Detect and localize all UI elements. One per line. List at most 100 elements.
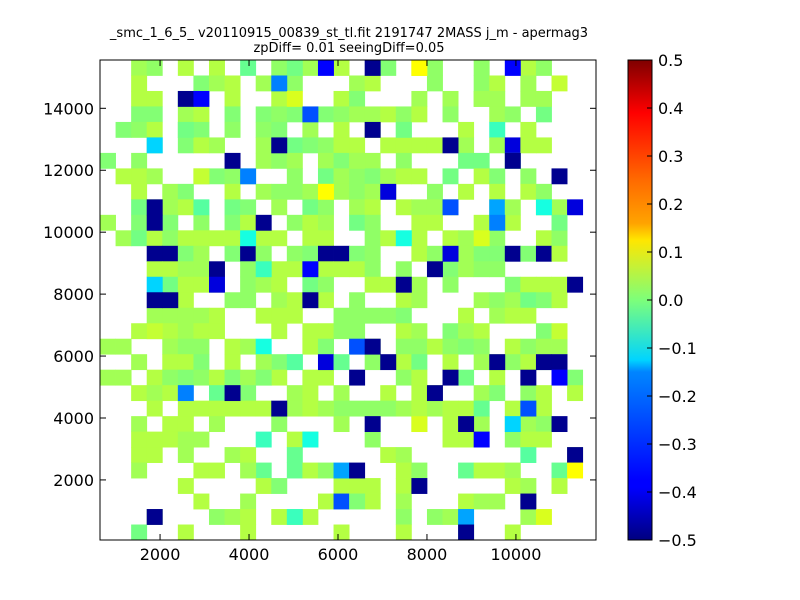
heatmap-cell — [333, 400, 350, 417]
heatmap-cell — [177, 385, 194, 402]
heatmap-cell — [177, 230, 194, 247]
heatmap-cell — [193, 121, 210, 138]
heatmap-cell — [535, 276, 552, 293]
heatmap-cell — [442, 230, 459, 247]
heatmap-cell — [240, 369, 257, 386]
heatmap-cell — [551, 416, 568, 433]
heatmap-cell — [317, 261, 334, 278]
heatmap-cell — [177, 292, 194, 309]
heatmap-cell — [411, 214, 428, 231]
heatmap-cell — [364, 276, 381, 293]
heatmap-cell — [224, 292, 241, 309]
heatmap-cell — [520, 75, 537, 92]
x-tick-label: 8000 — [407, 545, 448, 564]
heatmap-cell — [271, 509, 288, 525]
heatmap-cell — [224, 354, 241, 371]
heatmap-cell — [411, 276, 428, 293]
heatmap-cell — [458, 152, 475, 169]
heatmap-cell — [349, 400, 366, 417]
heatmap-cell — [271, 307, 288, 324]
heatmap-cell — [317, 230, 334, 247]
heatmap-cell — [131, 416, 148, 433]
heatmap-cell — [551, 230, 568, 247]
heatmap-cell — [504, 431, 521, 448]
heatmap-cell — [489, 245, 506, 262]
heatmap-cell — [473, 75, 490, 92]
heatmap-cell — [426, 261, 443, 278]
heatmap-cell — [162, 431, 179, 448]
heatmap-cell — [255, 106, 272, 123]
heatmap-cell — [395, 369, 412, 386]
heatmap-cell — [115, 230, 132, 247]
heatmap-cell — [380, 354, 397, 371]
heatmap-cell — [504, 338, 521, 355]
heatmap-cell — [380, 60, 397, 76]
heatmap-cell — [302, 183, 319, 200]
heatmap-cell — [177, 369, 194, 386]
colorbar-axis: 0.5 0.4 0.3 0.2 0.1 0.0 −0.1 −0.2 −0.3 −0.4 −0.5 — [647, 51, 697, 550]
heatmap-cell — [411, 60, 428, 76]
heatmap-cell — [286, 307, 303, 324]
heatmap-cell — [473, 168, 490, 185]
heatmap-cell — [504, 106, 521, 123]
heatmap-cell — [442, 416, 459, 433]
colorbar-tick-label: −0.2 — [658, 387, 697, 406]
heatmap-cell — [286, 261, 303, 278]
heatmap-cell — [458, 245, 475, 262]
heatmap-cell — [458, 524, 475, 541]
heatmap-cell — [286, 462, 303, 479]
x-tick-label: 4000 — [229, 545, 270, 564]
heatmap-cell — [489, 121, 506, 138]
heatmap-cell — [489, 137, 506, 154]
heatmap-cell — [271, 369, 288, 386]
heatmap-cell — [240, 338, 257, 355]
heatmap-cell — [177, 478, 194, 494]
heatmap-cell — [364, 168, 381, 185]
heatmap-cell — [255, 307, 272, 324]
heatmap-cell — [162, 276, 179, 293]
heatmap-cell — [240, 524, 257, 541]
heatmap-cell — [302, 385, 319, 402]
heatmap-cell — [364, 416, 381, 433]
heatmap-cell — [302, 323, 319, 340]
heatmap-cell — [146, 60, 163, 76]
heatmap-cell — [255, 245, 272, 262]
heatmap-cell — [286, 137, 303, 154]
heatmap-cell — [240, 60, 257, 76]
heatmap-cell — [535, 509, 552, 525]
heatmap-cell — [458, 509, 475, 525]
heatmap-cell — [193, 106, 210, 123]
heatmap-cell — [442, 199, 459, 216]
heatmap-cell — [240, 245, 257, 262]
heatmap-cell — [162, 416, 179, 433]
heatmap-cell — [535, 230, 552, 247]
heatmap-cell — [193, 276, 210, 293]
heatmap-cell — [520, 369, 537, 386]
heatmap-cell — [520, 137, 537, 154]
heatmap-cell — [162, 338, 179, 355]
heatmap-cell — [442, 276, 459, 293]
heatmap-cell — [177, 276, 194, 293]
heatmap-cell — [302, 245, 319, 262]
y-tick-label: 2000 — [53, 471, 94, 490]
heatmap-cell — [146, 137, 163, 154]
heatmap-cell — [317, 106, 334, 123]
plot-area — [100, 60, 584, 541]
heatmap-cell — [504, 354, 521, 371]
heatmap-cell — [162, 199, 179, 216]
heatmap-cell — [286, 245, 303, 262]
heatmap-cell — [551, 462, 568, 479]
y-tick-label: 10000 — [43, 223, 94, 242]
heatmap-cell — [317, 60, 334, 76]
heatmap-cell — [131, 447, 148, 463]
heatmap-cell — [255, 462, 272, 479]
heatmap-cell — [473, 245, 490, 262]
heatmap-cell — [146, 121, 163, 138]
heatmap-cell — [426, 245, 443, 262]
heatmap-cell — [411, 369, 428, 386]
heatmap-cell — [411, 90, 428, 107]
heatmap-cell — [146, 106, 163, 123]
heatmap-cell — [458, 230, 475, 247]
heatmap-cell — [349, 90, 366, 107]
heatmap-cell — [131, 168, 148, 185]
